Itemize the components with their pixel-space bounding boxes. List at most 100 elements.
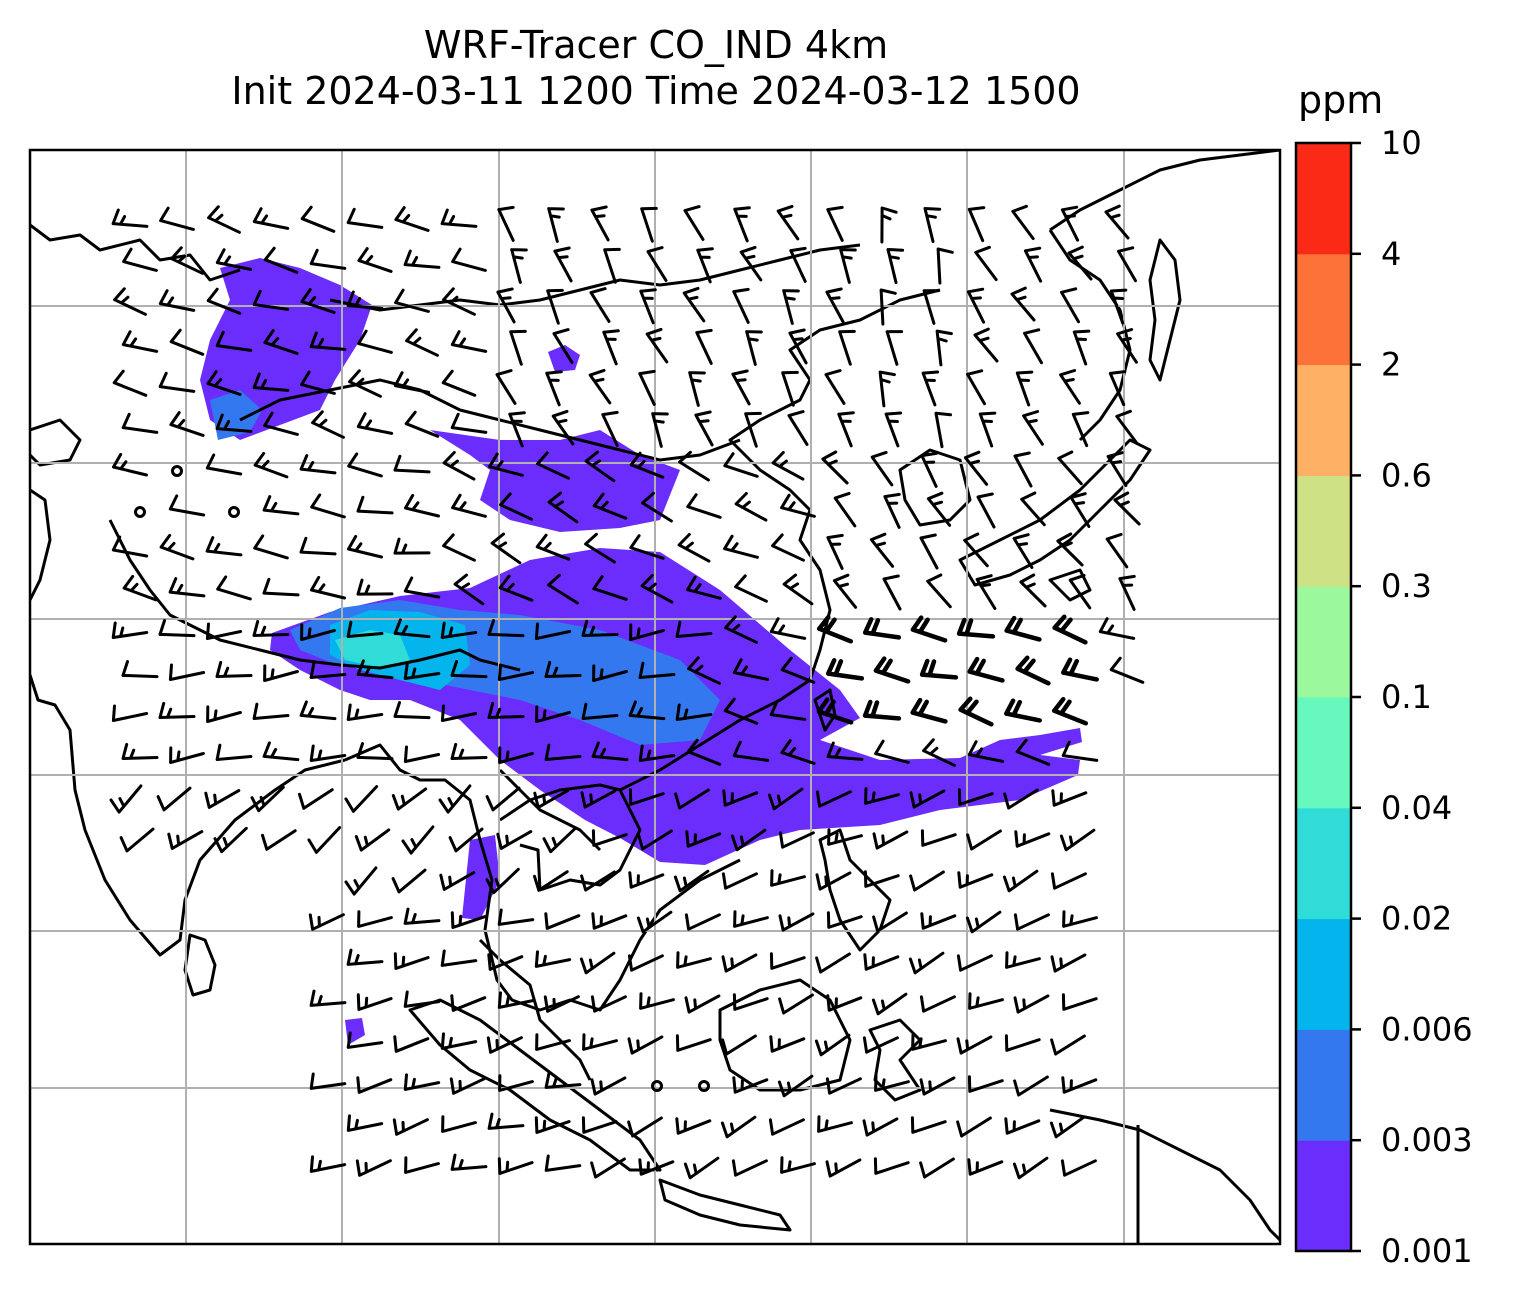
wind-barb [1060,287,1080,324]
wind-barb [1117,246,1137,283]
wind-barb [732,993,769,1011]
wind-barb [356,993,393,1011]
wind-barb [485,867,520,895]
wind-barb [967,1075,1004,1093]
wind-barb [487,701,525,719]
wind-barb [357,910,393,928]
map-frame [28,148,1282,1246]
wind-barb [1108,370,1127,407]
wind-barb [344,785,379,813]
wind-barb [403,1073,441,1091]
wind-barb [508,411,526,448]
wind-barb [778,993,814,1015]
wind-barb [778,831,815,849]
coastline-malay-peninsula [478,938,592,1081]
coastline-new-guinea [1049,1108,1280,1242]
wind-barb [584,450,616,483]
tracer-plume [200,258,1082,1045]
wind-barb [863,870,900,888]
wind-barb [821,450,849,485]
wind-barb [309,989,347,1007]
wind-barb [966,287,986,324]
wind-barb [678,450,710,482]
wind-barb [782,289,800,325]
wind-barb [448,827,484,853]
wind-barb [215,330,253,352]
wind-barb [826,994,863,1012]
wind-barb [309,1072,347,1090]
wind-barb [535,1033,571,1051]
wind-barb [862,699,902,721]
wind-barb [535,705,571,723]
wind-barb [1011,204,1035,241]
wind-barb [956,1035,993,1055]
wind-barb [403,249,441,269]
wind-barb [263,329,299,355]
wind-barb [722,789,759,807]
wind-barb [547,573,579,605]
wind-barb [602,329,620,366]
wind-barb [603,247,621,284]
wind-barb [694,410,714,447]
border-indochina-inner [498,768,602,852]
wind-barb [592,575,628,601]
wind-barb [721,953,758,973]
wind-barb [170,246,204,275]
wind-barb [112,369,148,397]
wind-barb [490,532,522,565]
wind-barb [393,1035,430,1053]
wind-barb [1109,288,1128,325]
wind-barb [780,739,816,765]
wind-barbs [109,204,1145,1180]
wind-barb [637,829,673,851]
wind-barb [215,413,253,433]
wind-barb [488,452,524,477]
wind-barb [910,615,948,643]
wind-barb [839,248,857,284]
wind-barb [1013,451,1033,488]
wind-barb [206,370,242,396]
wind-barb [732,740,770,762]
wind-barb [496,830,533,850]
wind-barb [580,789,617,809]
wind-barb [581,1116,618,1134]
wind-barb [688,371,706,407]
wind-barb [769,1035,806,1053]
wind-barb [1020,491,1046,527]
wind-barb [767,787,804,811]
colorbar-tick-label-6: 0.3 [1381,567,1432,605]
wind-barb [1061,993,1098,1011]
wind-barb [782,573,814,606]
wind-barb-calm [134,506,146,518]
wind-barb [253,451,289,479]
wind-barb [300,623,336,641]
wind-barb [814,1033,851,1057]
wind-barb [885,330,904,366]
wind-barb [300,205,336,233]
coastline-arabian [30,488,52,601]
wind-barb [787,410,809,446]
wind-barb [1109,656,1145,684]
wind-barb [1013,1075,1049,1097]
wind-barb [826,741,864,761]
wind-barb [450,660,488,679]
wind-barb [628,788,665,806]
wind-barb [638,1158,675,1176]
coastline-japan-south [1048,568,1092,602]
wind-barb [497,663,535,681]
wind-barb [1015,370,1034,407]
wind-barb [347,534,383,559]
wind-barb [589,287,611,323]
wind-barb [346,290,384,310]
wind-barb [832,573,858,609]
wind-barb [309,1155,347,1173]
wind-barb [498,1074,534,1092]
wind-barb [1052,614,1088,645]
wind-barb [592,492,628,520]
wind-barb [629,451,665,479]
wind-barb [788,328,808,365]
wind-barb [1023,328,1043,365]
wind-barb [393,371,431,394]
colorbar-tick-label-0: 0.001 [1381,1232,1473,1270]
wind-barb [826,205,844,242]
